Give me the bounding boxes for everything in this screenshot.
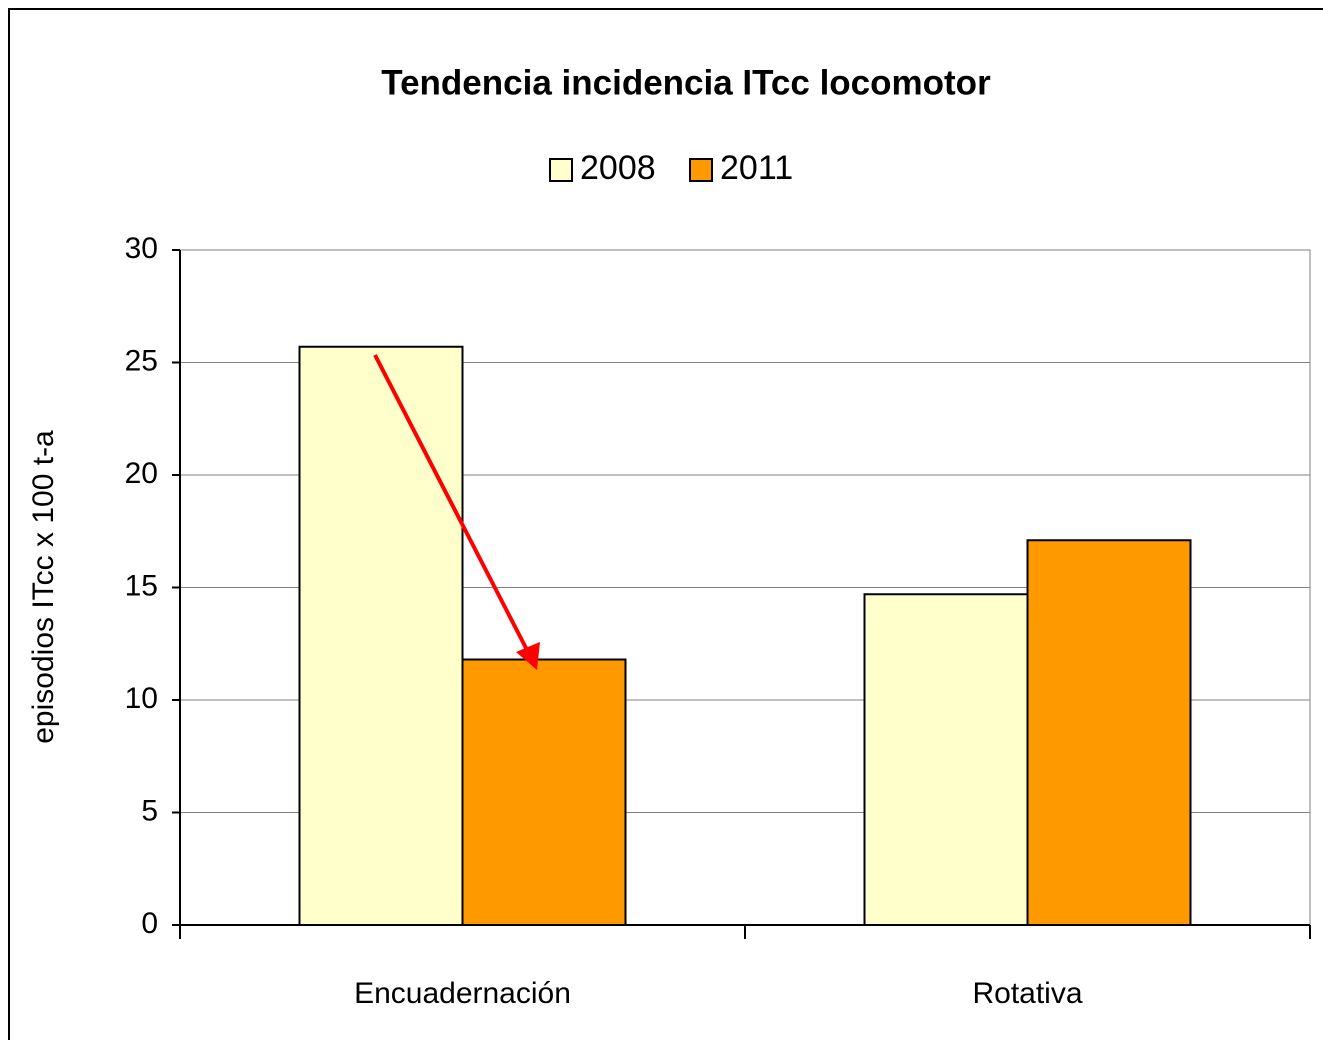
arrow-shaft [373, 354, 529, 651]
y-tick-label: 0 [141, 907, 158, 940]
x-tick-label: Encuadernación [354, 977, 571, 1010]
bar [461, 658, 627, 926]
y-tick-label: 15 [125, 569, 158, 602]
y-tick-label: 20 [125, 457, 158, 490]
bar [1026, 539, 1192, 926]
x-tick-label: Rotativa [972, 977, 1082, 1010]
y-tick-label: 10 [125, 682, 158, 715]
legend-swatch [549, 158, 573, 182]
bar [863, 593, 1029, 926]
y-tick-label: 25 [125, 344, 158, 377]
chart-title: Tendencia incidencia ITcc locomotor [381, 63, 991, 102]
legend-label: 2011 [720, 149, 793, 187]
legend-label: 2008 [580, 149, 656, 187]
y-tick-label: 5 [141, 794, 158, 827]
y-axis-label: episodios ITcc x 100 t-a [27, 430, 60, 744]
legend-swatch [689, 158, 713, 182]
arrow-head [516, 642, 540, 670]
annotation-arrow [373, 354, 540, 670]
y-tick-label: 30 [125, 232, 158, 265]
bar [298, 345, 464, 926]
